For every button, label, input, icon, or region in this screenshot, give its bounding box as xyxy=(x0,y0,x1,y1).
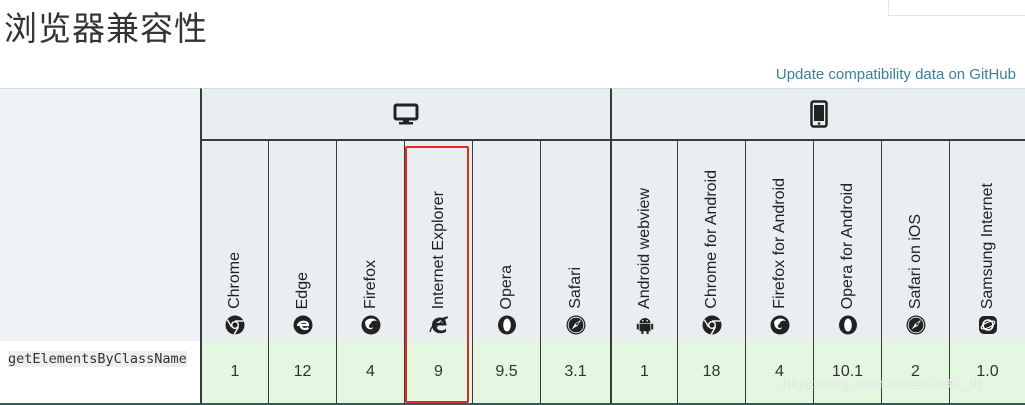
browser-header-safari: Safari xyxy=(540,141,610,341)
browser-header-opera: Opera xyxy=(472,141,540,341)
support-cell-safari-on-ios[interactable]: 2 xyxy=(881,341,949,405)
browser-header-chrome: Chrome xyxy=(200,141,268,341)
browser-header-safari-on-ios: Safari on iOS xyxy=(881,141,949,341)
browser-label: Chrome for Android xyxy=(702,170,720,309)
support-cell-samsung-internet[interactable]: 1.0 xyxy=(949,341,1025,405)
browser-header-samsung-internet: Samsung Internet xyxy=(949,141,1025,341)
page-title: 浏览器兼容性 xyxy=(4,9,208,48)
support-cell-firefox-for-android[interactable]: 4 xyxy=(745,341,813,405)
platform-mobile-header xyxy=(610,88,1025,141)
browser-header-android-webview: Android webview xyxy=(610,141,677,341)
opera-icon xyxy=(838,315,857,335)
browser-label: Firefox for Android xyxy=(770,178,788,309)
update-compat-github-link[interactable]: Update compatibility data on GitHub xyxy=(775,66,1016,83)
browser-label: Opera xyxy=(497,264,515,309)
top-right-box xyxy=(888,0,1025,16)
support-cell-opera[interactable]: 9.5 xyxy=(472,341,540,405)
browser-label: Opera for Android xyxy=(838,182,856,309)
browser-header-edge: Edge xyxy=(268,141,336,341)
mobile-icon xyxy=(809,100,828,128)
safari-icon xyxy=(566,315,585,335)
browser-label: Edge xyxy=(293,271,311,309)
browser-label: Android webview xyxy=(635,188,653,309)
support-cell-safari[interactable]: 3.1 xyxy=(540,341,610,405)
ie-icon xyxy=(428,316,448,334)
support-cell-internet-explorer[interactable]: 9 xyxy=(404,341,472,405)
browser-label: Internet Explorer xyxy=(429,190,447,309)
safari-icon xyxy=(906,315,925,335)
android-icon xyxy=(636,318,653,335)
firefox-icon xyxy=(361,315,380,335)
feature-name[interactable]: getElementsByClassName xyxy=(8,351,187,367)
support-cell-android-webview[interactable]: 1 xyxy=(610,341,677,405)
browser-label: Samsung Internet xyxy=(978,182,996,309)
support-cell-chrome[interactable]: 1 xyxy=(200,341,268,405)
chrome-icon xyxy=(225,315,245,335)
opera-icon xyxy=(497,315,516,335)
feature-name-cell: getElementsByClassName xyxy=(0,341,200,405)
browser-header-internet-explorer: Internet Explorer xyxy=(404,141,472,341)
compat-table: Chrome Edge Firefox Internet Explorer Opera S… xyxy=(0,88,1025,405)
support-cell-edge[interactable]: 12 xyxy=(268,341,336,405)
browser-header-chrome-for-android: Chrome for Android xyxy=(677,141,745,341)
platform-desktop-header xyxy=(200,88,610,141)
table-corner xyxy=(0,88,200,341)
firefox-icon xyxy=(770,315,789,335)
browser-label: Firefox xyxy=(361,260,379,309)
edge-icon xyxy=(293,315,312,335)
chrome-icon xyxy=(702,315,721,335)
watermark: https://blog.csdn.net/zxl1990_ok xyxy=(782,375,983,391)
browser-label: Safari xyxy=(566,267,584,309)
samsung-internet-icon xyxy=(978,316,997,334)
support-cell-chrome-for-android[interactable]: 18 xyxy=(677,341,745,405)
browser-header-opera-for-android: Opera for Android xyxy=(813,141,881,341)
browser-label: Safari on iOS xyxy=(906,213,924,309)
support-cell-firefox[interactable]: 4 xyxy=(336,341,404,405)
desktop-icon xyxy=(393,103,419,125)
browser-label: Chrome xyxy=(226,252,243,309)
support-cell-opera-for-android[interactable]: 10.1 xyxy=(813,341,881,405)
browser-header-firefox: Firefox xyxy=(336,141,404,341)
browser-header-firefox-for-android: Firefox for Android xyxy=(745,141,813,341)
